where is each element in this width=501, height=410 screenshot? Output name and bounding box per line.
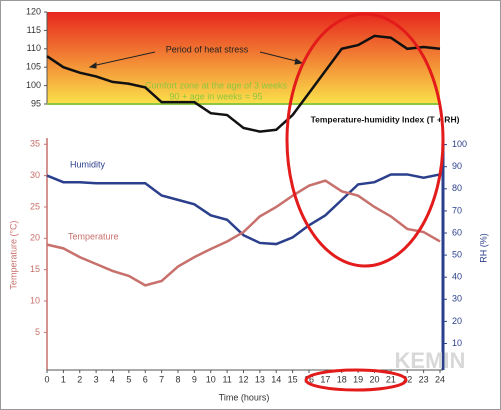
x-axis-title: Time (hours) (219, 392, 270, 402)
data-line (46, 34, 441, 133)
annotation: 90 + age in weeks = 95 (169, 91, 262, 101)
y-tick-label: 120 (26, 6, 41, 16)
data-line (46, 179, 441, 287)
x-tick-label: 9 (192, 374, 197, 384)
y-tick-label: 105 (26, 62, 41, 72)
x-tick-label: 11 (222, 374, 231, 384)
y2-tick-label: 60 (452, 227, 462, 237)
x-tick-label: 5 (126, 374, 131, 384)
x-tick-label: 12 (238, 374, 248, 384)
x-tick-label: 6 (143, 374, 148, 384)
y-tick-label: 30 (30, 170, 40, 180)
x-tick-label: 20 (369, 374, 379, 384)
y-tick-label: 95 (31, 98, 41, 108)
x-tick-label: 13 (255, 374, 265, 384)
x-tick-label: 14 (271, 374, 281, 384)
x-tick-label: 19 (353, 374, 363, 384)
y2-tick-label: 10 (452, 338, 462, 348)
x-tick-label: 4 (110, 374, 115, 384)
series-label: Temperature (68, 231, 119, 241)
highlight-ellipse (304, 368, 408, 392)
highlight-ellipse (285, 12, 445, 268)
x-tick-label: 15 (288, 374, 298, 384)
y-axis-title: Temperature (°C) (8, 220, 18, 289)
y-tick-label: 15 (30, 264, 40, 274)
x-tick-label: 21 (386, 374, 396, 384)
y2-tick-label: 40 (452, 272, 462, 282)
y-tick-label: 10 (30, 295, 40, 305)
series-label: Humidity (70, 159, 106, 169)
x-tick-label: 2 (77, 374, 82, 384)
x-tick-label: 18 (337, 374, 347, 384)
x-tick-label: 23 (419, 374, 429, 384)
x-tick-label: 1 (61, 374, 66, 384)
heat-zone (47, 12, 440, 104)
y-tick-label: 110 (27, 43, 41, 53)
y2-tick-label: 50 (452, 249, 462, 259)
y-tick-label: 115 (27, 25, 41, 35)
y2-tick-label: 70 (452, 205, 462, 215)
y2-tick-label: 20 (452, 316, 462, 326)
watermark: KEMIN (395, 348, 466, 373)
y2-tick-label: 80 (452, 183, 462, 193)
y-tick-label: 25 (30, 201, 40, 211)
y-tick-label: 100 (26, 80, 41, 90)
x-tick-label: 8 (175, 374, 180, 384)
y-tick-label: 5 (35, 327, 40, 337)
y2-tick-label: 100 (452, 139, 467, 149)
x-tick-label: 24 (435, 374, 445, 384)
x-tick-label: 7 (159, 374, 164, 384)
x-tick-label: 3 (94, 374, 99, 384)
arrows (88, 51, 304, 69)
series-label: Temperature-humidity Index (T + RH) (311, 114, 460, 124)
x-tick-label: 10 (206, 374, 216, 384)
y-tick-label: 20 (30, 233, 40, 243)
y-tick-label: 35 (30, 139, 40, 149)
x-tick-label: 0 (44, 374, 49, 384)
annotation: Comfort zone at the age of 3 weeks (145, 80, 288, 90)
y2-axis-title: RH (%) (478, 233, 488, 263)
y2-tick-label: 30 (452, 294, 462, 304)
y2-tick-label: 90 (452, 161, 462, 171)
x-tick-label: 16 (304, 374, 314, 384)
annotation: Period of heat stress (166, 44, 249, 54)
data-line (46, 173, 441, 246)
x-tick-label: 17 (320, 374, 330, 384)
